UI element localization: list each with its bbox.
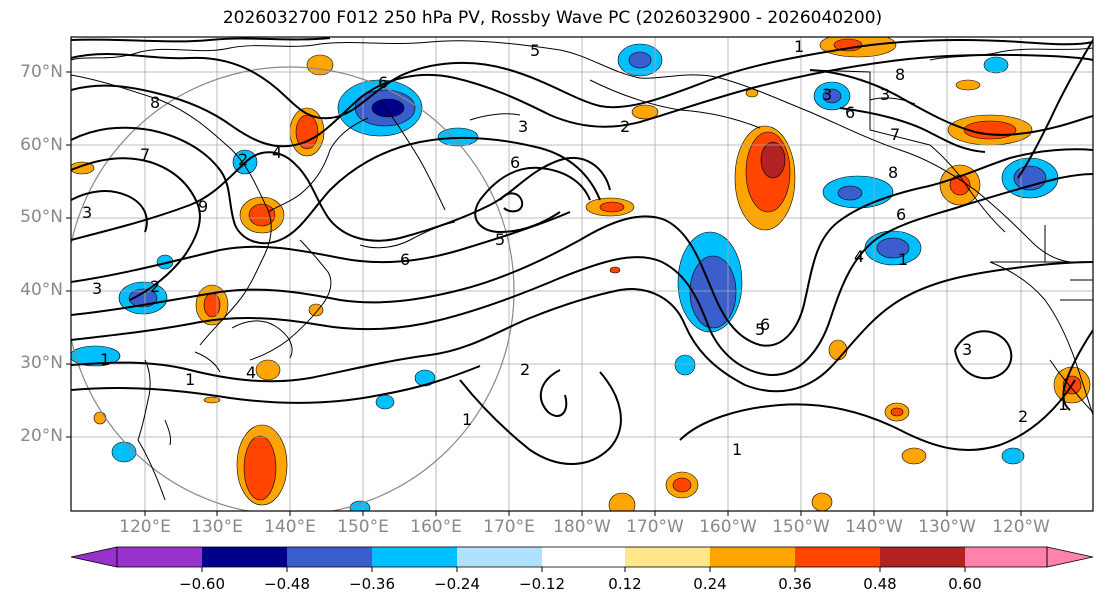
contour-label: 2: [150, 277, 160, 296]
contour-label: 6: [378, 73, 388, 92]
lon-label-130e: 130°E: [191, 517, 243, 537]
contour-label: 3: [822, 85, 832, 104]
lon-label-120w: 120°W: [992, 517, 1050, 537]
colorbar-segment: [880, 547, 965, 567]
colorbar-segment: [117, 547, 202, 567]
lon-label-150w: 150°W: [772, 517, 830, 537]
contour-label: 3: [92, 279, 102, 298]
lon-label-150e: 150°E: [337, 517, 389, 537]
colorbar-label: −0.36: [349, 575, 395, 593]
tick-marks: [66, 71, 1022, 516]
colorbar-label: 0.60: [948, 575, 982, 593]
lon-label-120e: 120°E: [119, 517, 171, 537]
contour-label: 2: [520, 360, 530, 379]
lat-label-70n: 70°N: [20, 62, 63, 82]
contour-label: 9: [198, 197, 208, 216]
pv-shading: [71, 37, 1091, 511]
colorbar-label: −0.12: [519, 575, 565, 593]
contour-label: 2: [620, 117, 630, 136]
contour-label: 1: [1058, 395, 1068, 414]
contour-label: 7: [140, 145, 150, 164]
colorbar-segment: [372, 547, 457, 567]
lon-label-140w: 140°W: [845, 517, 903, 537]
colorbar-label: 0.36: [778, 575, 812, 593]
lon-label-140e: 140°E: [264, 517, 316, 537]
contour-label: 6: [400, 250, 410, 269]
lat-label-50n: 50°N: [20, 207, 63, 227]
contour-label: 6: [896, 205, 906, 224]
colorbar-segment: [542, 547, 625, 567]
colorbar: [70, 546, 1094, 572]
contour-label: 2: [238, 150, 248, 169]
contour-label: 5: [530, 41, 540, 60]
colorbar-label: −0.24: [434, 575, 480, 593]
contour-label: 4: [246, 363, 256, 382]
pv-contours: [71, 37, 1093, 465]
lat-label-40n: 40°N: [20, 280, 63, 300]
lat-label-20n: 20°N: [20, 426, 63, 446]
contour-label: 2: [1018, 407, 1028, 426]
gridlines: [71, 37, 1093, 511]
map-title: 2026032700 F012 250 hPa PV, Rossby Wave …: [222, 8, 883, 28]
lon-label-130w: 130°W: [918, 517, 976, 537]
contour-label: 6: [845, 103, 855, 122]
contour-label: 3: [518, 117, 528, 136]
lon-label-160e: 160°E: [410, 517, 462, 537]
contour-label: 8: [895, 65, 905, 84]
contour-label: 1: [462, 410, 472, 429]
lon-label-160w: 160°W: [699, 517, 757, 537]
contour-label: 3: [962, 340, 972, 359]
colorbar-segment: [287, 547, 372, 567]
contour-label: 7: [890, 125, 900, 144]
contour-label: 6: [760, 315, 770, 334]
contour-label: 5: [495, 230, 505, 249]
contour-labels: 8 5 6 3 2 1 7 4 3 5 6 2 3 1 8 3 6 7 8 6 …: [82, 37, 1068, 459]
coastlines: [71, 40, 1093, 501]
contour-label: 6: [510, 153, 520, 172]
contour-label: 1: [100, 350, 110, 369]
map-plot-area: 8 5 6 3 2 1 7 4 3 5 6 2 3 1 8 3 6 7 8 6 …: [71, 37, 1093, 511]
lon-label-170e: 170°E: [483, 517, 535, 537]
contour-label: 4: [854, 247, 864, 266]
contour-label: 8: [888, 163, 898, 182]
colorbar-min-extend: [70, 546, 118, 568]
colorbar-segment: [795, 547, 880, 567]
contour-label: 1: [732, 440, 742, 459]
colorbar-label: −0.48: [264, 575, 310, 593]
colorbar-label: 0.24: [693, 575, 727, 593]
contour-label: 1: [898, 250, 908, 269]
lat-label-30n: 30°N: [20, 353, 63, 373]
lat-label-60n: 60°N: [20, 135, 63, 155]
colorbar-segment: [457, 547, 542, 567]
colorbar-max-extend: [1046, 546, 1094, 568]
lon-label-180w: 180°W: [553, 517, 611, 537]
lon-label-170w: 170°W: [626, 517, 684, 537]
colorbar-label: 0.12: [608, 575, 642, 593]
contour-label: 1: [794, 37, 804, 56]
colorbar-segment: [202, 547, 287, 567]
contour-label: 3: [82, 203, 92, 222]
radius-circle: [71, 66, 515, 511]
colorbar-segment: [710, 547, 795, 567]
contour-label: 5: [755, 320, 765, 339]
colorbar-label: 0.48: [863, 575, 897, 593]
colorbar-segment: [965, 547, 1047, 567]
contour-label: 8: [150, 93, 160, 112]
contour-label: 1: [185, 370, 195, 389]
colorbar-segment: [625, 547, 710, 567]
colorbar-label: −0.60: [179, 575, 225, 593]
contour-label: 4: [272, 143, 282, 162]
contour-label: 3: [880, 85, 890, 104]
